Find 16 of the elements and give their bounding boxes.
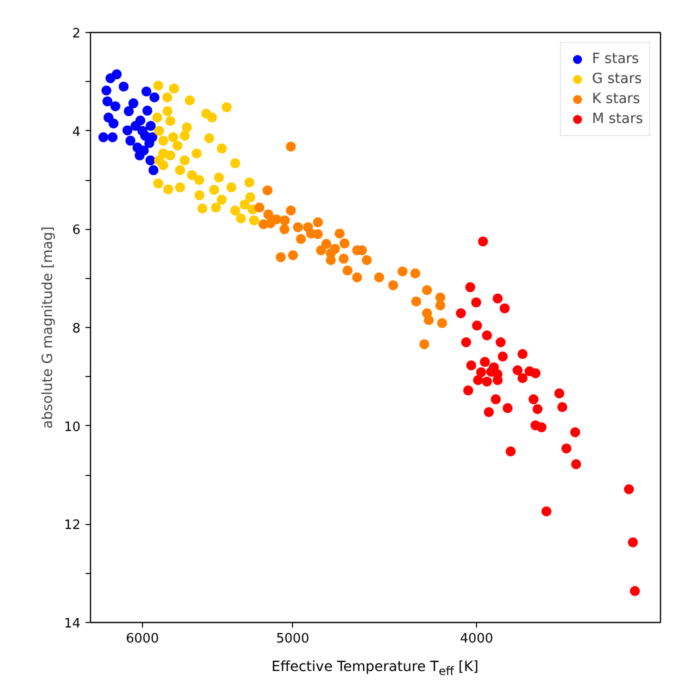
y-tick-label: 4	[72, 124, 81, 140]
y-tick-label: 8	[72, 322, 81, 336]
y-tick-label: 14	[64, 616, 81, 632]
x-axis-title: Effective Temperature T$_{eff}$ [K]	[272, 658, 478, 680]
legend-label: M stars	[592, 111, 643, 127]
x-tick-label: 4000	[460, 632, 494, 646]
y-axis-title: absolute G magnitude [mag]	[40, 226, 56, 429]
legend-label: K stars	[592, 91, 640, 107]
y-tick-label: 12	[64, 518, 81, 534]
x-tick-label: 6000	[126, 632, 159, 646]
legend-label: F stars	[592, 51, 639, 67]
legend-label: G stars	[592, 71, 642, 87]
x-tick-label: 5000	[276, 632, 310, 646]
y-tick-label: 2	[72, 26, 81, 42]
y-tick-label: 6	[72, 223, 81, 238]
y-tick-label: 10	[64, 420, 81, 435]
